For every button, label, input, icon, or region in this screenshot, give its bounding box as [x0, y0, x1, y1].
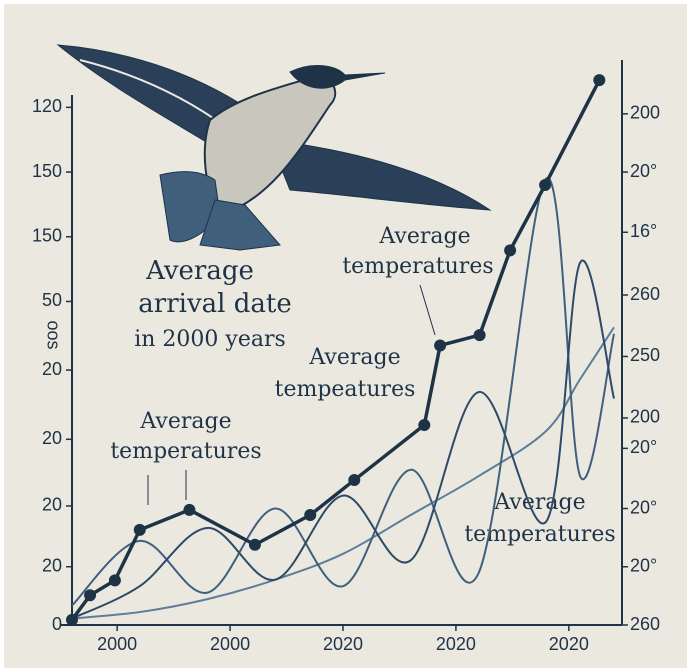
y2-tick-label: 16°	[630, 221, 657, 241]
annotation: Average	[493, 490, 585, 515]
y-tick-label: 50	[42, 290, 62, 310]
y2-tick-label: 260	[630, 614, 660, 634]
y2-tick-label: 200	[630, 103, 660, 123]
y-tick-label: 150	[32, 161, 62, 181]
data-point	[66, 613, 78, 626]
y2-tick-label: 20°	[630, 161, 657, 181]
x-tick-label: 2000	[210, 634, 250, 654]
annotation: in 2000 years	[134, 327, 286, 352]
data-point	[108, 574, 121, 587]
background	[4, 4, 687, 668]
series-line	[71, 259, 615, 620]
bird-wing-right	[269, 139, 492, 211]
y-tick-label: 0	[52, 614, 62, 634]
annotation: Average	[378, 224, 470, 249]
y2-tick-label: 20°	[630, 556, 657, 576]
annotation: temperatures	[110, 439, 261, 464]
bird-tail-lower	[199, 199, 281, 251]
x-tick-label: 2000	[97, 634, 137, 654]
y-tick-label: 20	[42, 428, 62, 448]
y-tick-label: 20	[42, 556, 62, 576]
data-point	[418, 419, 431, 432]
data-point	[539, 179, 552, 191]
annotation-pointer	[419, 284, 436, 336]
data-point	[84, 589, 97, 602]
y2-tick-label: 250	[630, 345, 660, 365]
data-point	[593, 74, 606, 87]
series-line	[71, 177, 615, 607]
data-point	[434, 339, 447, 352]
y2-tick-label: 20°	[630, 437, 657, 457]
annotation: Average	[308, 345, 400, 370]
x-tick-label: 2020	[323, 634, 363, 654]
x-tick-label: 2020	[549, 634, 589, 654]
y-tick-label: 120	[32, 96, 62, 116]
y-axis-label: oos	[43, 320, 63, 349]
data-point	[348, 474, 361, 487]
y-tick-label: 150	[32, 226, 62, 246]
y-tick-label: 20	[42, 359, 62, 379]
y2-tick-label: 20°	[630, 497, 657, 517]
annotation: arrival date	[138, 289, 291, 319]
annotation: Average	[139, 409, 231, 434]
data-point	[473, 329, 486, 342]
bird-illustration	[56, 44, 492, 251]
annotation: Average	[145, 256, 254, 286]
data-point	[304, 509, 317, 521]
bird-head	[289, 65, 386, 89]
x-tick-label: 2020	[436, 634, 476, 654]
y2-tick-label: 200	[630, 407, 660, 427]
data-point	[133, 523, 146, 536]
data-point	[248, 538, 261, 551]
annotation: tempeatures	[275, 377, 416, 402]
y-tick-label: 20	[42, 495, 62, 515]
series-line	[70, 79, 601, 621]
y2-tick-label: 260	[630, 284, 660, 304]
data-point	[183, 503, 196, 516]
annotation: temperatures	[342, 254, 493, 279]
data-point	[504, 244, 517, 257]
